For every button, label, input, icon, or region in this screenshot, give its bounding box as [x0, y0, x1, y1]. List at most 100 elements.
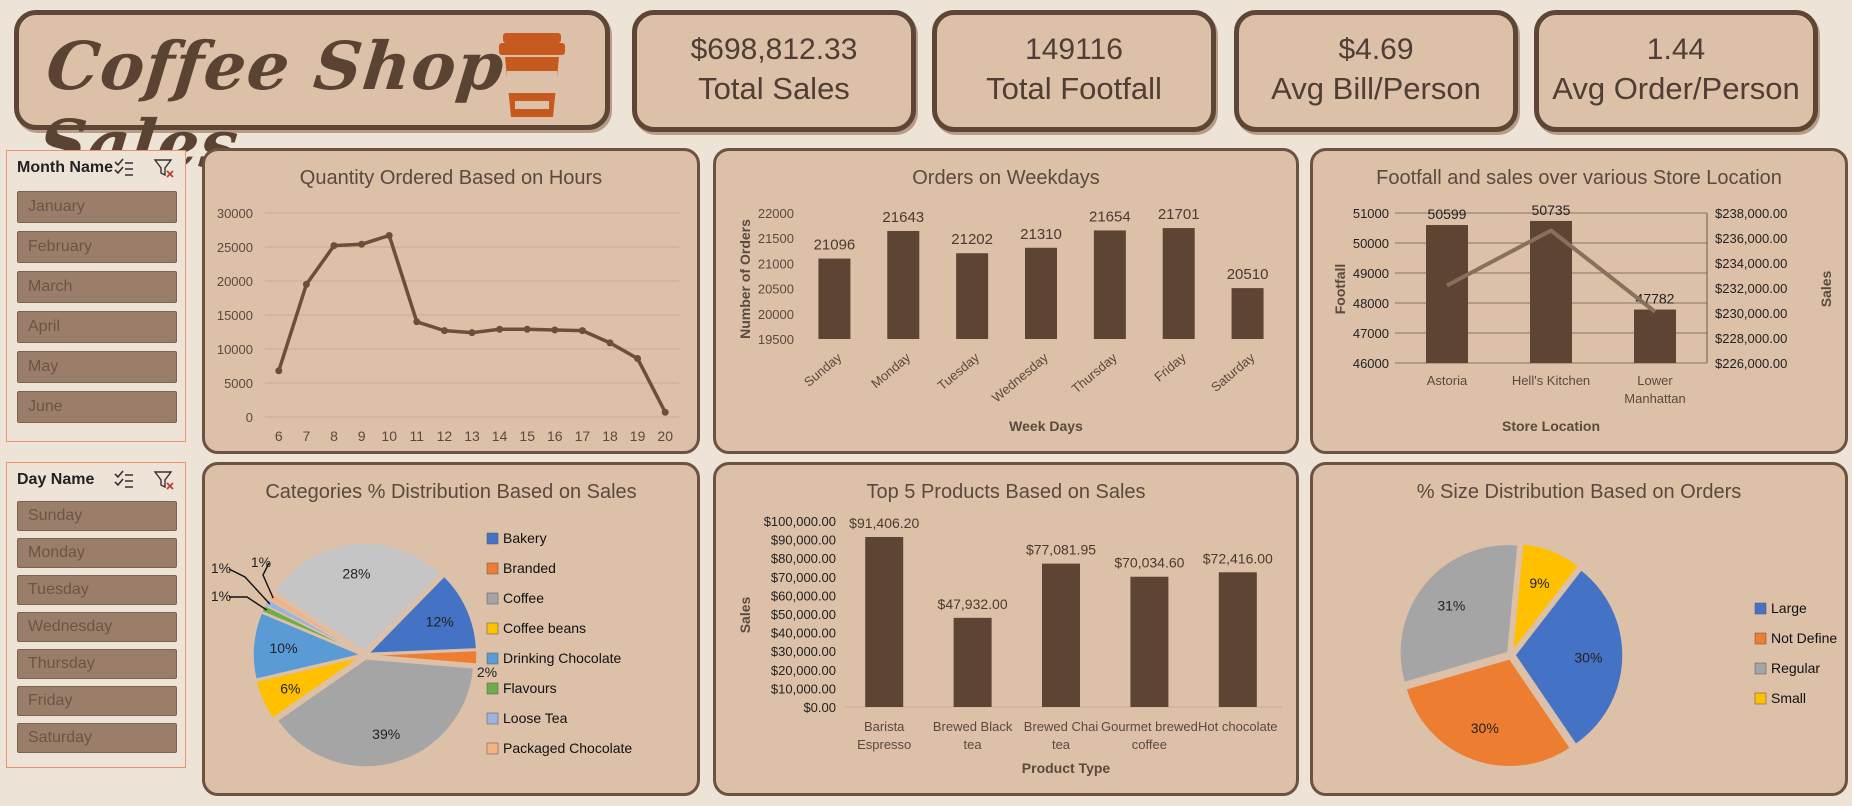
slicer-item-wednesday[interactable]: Wednesday	[17, 612, 177, 642]
x-axis-label: Store Location	[1502, 418, 1600, 434]
hours-line-chart: 0 5000 10000 15000 20000 25000 30000 6 7 8 9 10 11 12…	[217, 206, 679, 444]
bar	[1634, 309, 1676, 363]
slicer-item-monday[interactable]: Monday	[17, 538, 177, 568]
x-tick-label: Manhattan	[1624, 391, 1685, 406]
data-label: 47782	[1636, 291, 1675, 307]
legend-label: Drinking Chocolate	[503, 650, 621, 666]
series-line	[1446, 228, 1657, 314]
data-label: $91,406.20	[849, 515, 919, 531]
data-label: 9%	[1529, 575, 1549, 591]
x-tick-label: coffee	[1132, 737, 1167, 752]
data-label: 10%	[270, 640, 298, 656]
data-label: 30%	[1574, 649, 1602, 665]
data-label: 21701	[1158, 206, 1200, 223]
chart-title: % Size Distribution Based on Orders	[1416, 481, 1742, 503]
month-slicer-title: Month Name	[17, 159, 113, 176]
legend-label: Coffee	[503, 590, 544, 606]
multi-select-icon[interactable]	[113, 157, 135, 179]
y2-tick-label: $236,000.00	[1715, 231, 1787, 246]
x-tick-label: Hot chocolate	[1198, 719, 1278, 734]
data-label: $77,081.95	[1026, 542, 1096, 558]
slicer-item-sunday[interactable]: Sunday	[17, 501, 177, 531]
clear-filter-icon[interactable]	[153, 469, 175, 491]
y-tick-label: $10,000.00	[771, 681, 836, 696]
y2-tick-label: $228,000.00	[1715, 331, 1787, 346]
coffee-cup-icon	[499, 33, 565, 117]
bar	[865, 536, 904, 707]
y-tick-label: 20500	[758, 282, 794, 297]
legend-swatch	[486, 712, 499, 725]
slicer-item-february[interactable]: February	[17, 231, 177, 263]
data-label: 21654	[1089, 208, 1131, 225]
locations-chart-card: Footfall and sales over various Store Lo…	[1310, 148, 1848, 454]
y-tick-label: 21500	[758, 231, 794, 246]
x-tick-label: 14	[492, 428, 508, 444]
x-tick-label: Gourmet brewed	[1101, 719, 1198, 734]
legend-swatch	[1754, 602, 1767, 615]
slicer-item-tuesday[interactable]: Tuesday	[17, 575, 177, 605]
categories-pie-chart: 12% 2% 39% 6% 10% 1% 1% 1% 28% Bakery Branded Coffe…	[211, 530, 632, 768]
x-tick-label: Monday	[868, 349, 913, 391]
sizes-chart-card: % Size Distribution Based on Orders 30% 3…	[1310, 462, 1848, 796]
legend-label: Packaged Chocolate	[503, 740, 632, 756]
x-tick-label: 19	[630, 428, 646, 444]
bar	[1025, 247, 1057, 339]
kpi-avg-bill: $4.69 Avg Bill/Person	[1234, 10, 1518, 132]
x-tick-label: 10	[381, 428, 397, 444]
clear-filter-icon[interactable]	[153, 157, 175, 179]
kpi-value: $4.69	[1338, 33, 1414, 66]
data-point	[302, 280, 310, 288]
slicer-item-may[interactable]: May	[17, 351, 177, 383]
y-axis-label: Footfall	[1332, 264, 1348, 315]
slicer-item-thursday[interactable]: Thursday	[17, 649, 177, 679]
bar	[818, 258, 851, 339]
data-label: 28%	[342, 566, 370, 582]
legend-label: Loose Tea	[503, 710, 568, 726]
x-tick-label: Wednesday	[989, 349, 1051, 405]
slicer-item-june[interactable]: June	[17, 391, 177, 423]
slicer-item-january[interactable]: January	[17, 191, 177, 223]
data-point	[523, 325, 531, 333]
weekdays-chart-card: Orders on Weekdays 19500 20000 20500 21000 2…	[713, 148, 1299, 454]
slicer-item-march[interactable]: March	[17, 271, 177, 303]
multi-select-icon[interactable]	[113, 469, 135, 491]
y-tick-label: $0.00	[803, 700, 836, 715]
data-point	[578, 327, 586, 335]
y-tick-label: 0	[246, 410, 253, 425]
y-tick-label: 20000	[217, 274, 253, 289]
day-slicer: Day Name Sunday Monday Tuesday Wednesday…	[6, 462, 186, 768]
x-tick-label: Barista	[864, 719, 905, 734]
x-tick-label: 17	[575, 428, 591, 444]
chart-title: Footfall and sales over various Store Lo…	[1376, 167, 1782, 189]
data-label: 30%	[1471, 720, 1499, 736]
legend-label: Bakery	[503, 530, 547, 546]
slicer-item-saturday[interactable]: Saturday	[17, 723, 177, 753]
data-label: 1%	[211, 560, 231, 576]
y-tick-label: $50,000.00	[771, 607, 836, 622]
data-point	[634, 355, 642, 363]
y2-tick-label: $232,000.00	[1715, 281, 1787, 296]
x-tick-label: 20	[657, 428, 673, 444]
data-point	[385, 231, 393, 239]
data-label: 2%	[477, 664, 497, 680]
y-tick-label: $20,000.00	[771, 663, 836, 678]
slicer-item-friday[interactable]: Friday	[17, 686, 177, 716]
x-tick-label: Thursday	[1069, 349, 1121, 396]
bar	[1162, 228, 1195, 339]
x-tick-label: Hell's Kitchen	[1512, 373, 1590, 388]
y-tick-label: 21000	[758, 256, 794, 271]
y-tick-label: 48000	[1353, 296, 1389, 311]
y2-tick-label: $234,000.00	[1715, 256, 1787, 271]
chart-title: Top 5 Products Based on Sales	[866, 481, 1146, 503]
data-label: 21310	[1020, 226, 1062, 243]
y-tick-label: $30,000.00	[771, 644, 836, 659]
pie-slice	[255, 655, 362, 720]
slicer-item-april[interactable]: April	[17, 311, 177, 343]
data-label: 31%	[1437, 598, 1465, 614]
bar	[1218, 572, 1257, 707]
data-point	[468, 329, 476, 337]
leader-line	[262, 562, 274, 599]
legend-swatch	[486, 682, 499, 695]
x-tick-label: Saturday	[1208, 349, 1258, 394]
pie-slice	[273, 542, 442, 652]
